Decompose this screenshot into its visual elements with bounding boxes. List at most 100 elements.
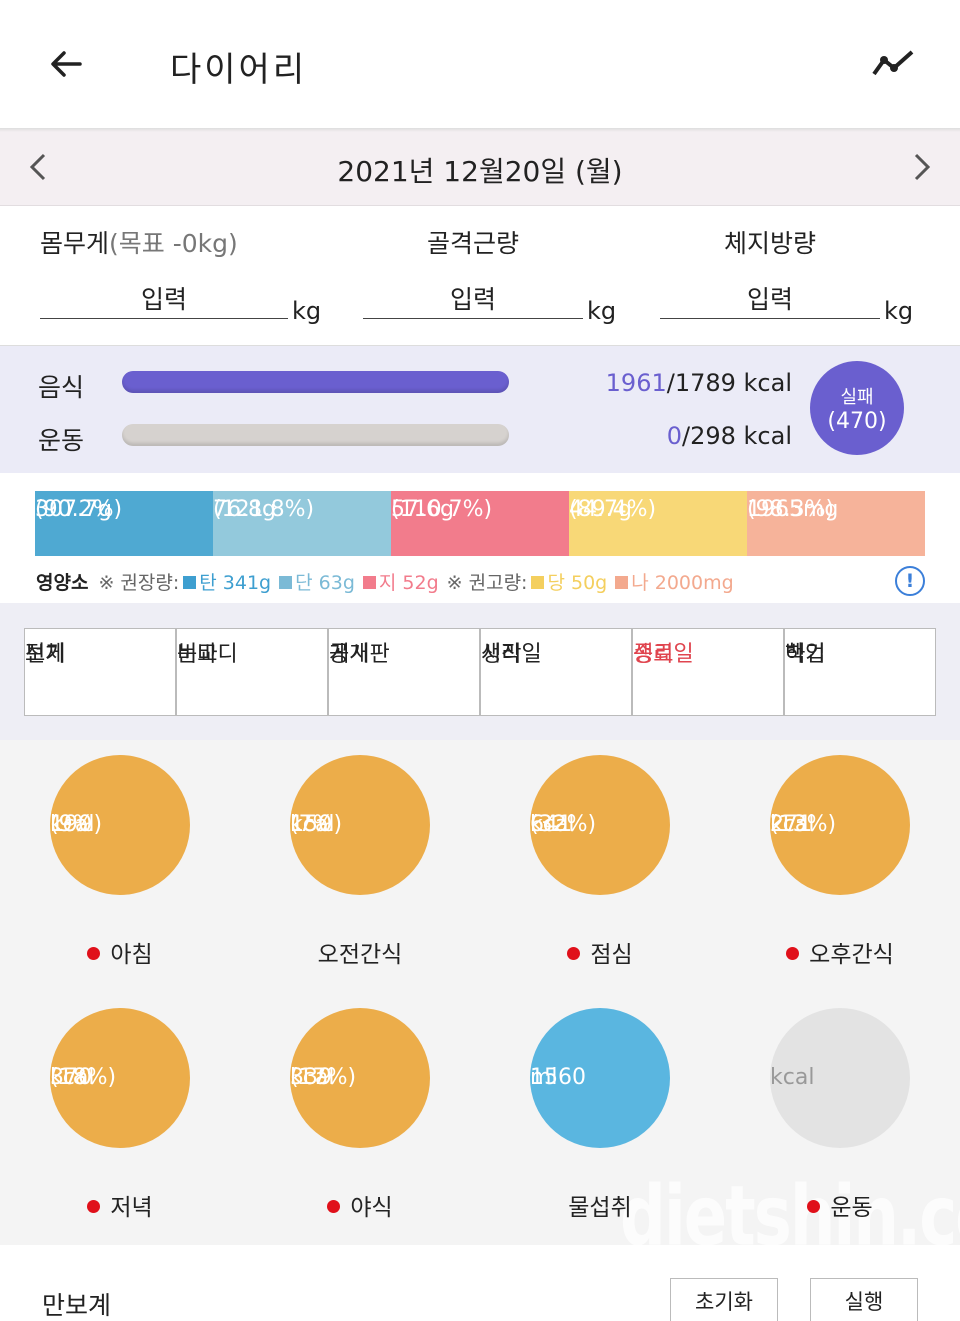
nutrient-box: 1965mg (98.3%) bbox=[747, 491, 925, 556]
meal-name: 오후간식 bbox=[809, 942, 894, 968]
nutrient-percent: (98.3%) bbox=[747, 497, 835, 522]
legend-item: 나 2000mg bbox=[615, 572, 734, 594]
back-button[interactable] bbox=[48, 48, 84, 80]
action-line: 보기 bbox=[25, 642, 66, 667]
meal-share: (7%) bbox=[290, 812, 343, 837]
legend-text: 탄 341g bbox=[199, 572, 272, 594]
action-line: 눈바디 bbox=[177, 642, 238, 667]
metric-input[interactable]: 입력 bbox=[363, 280, 583, 319]
date-bar bbox=[0, 132, 960, 206]
pedometer-button[interactable]: 실행 bbox=[810, 1278, 918, 1321]
nutrient-box: 307.7g (90.2%) bbox=[35, 491, 213, 556]
legend-swatch bbox=[183, 576, 197, 589]
action-line: 종료일 bbox=[633, 642, 694, 667]
meal-label: 저녁 bbox=[0, 1188, 240, 1222]
meal-unit: ml bbox=[530, 1065, 558, 1090]
meal-unit: kcal bbox=[50, 812, 95, 837]
calorie-target: /298 kcal bbox=[682, 422, 792, 450]
status-badge[interactable]: 실패 (470) bbox=[810, 361, 904, 455]
action-line: 전체 bbox=[25, 642, 66, 667]
meal-unit: kcal bbox=[770, 812, 815, 837]
meal-label: 오전간식 bbox=[240, 935, 480, 969]
trend-button[interactable] bbox=[870, 48, 916, 80]
meal-share: (32%) bbox=[530, 812, 597, 837]
calorie-consumed: 1961 bbox=[605, 369, 667, 397]
meal-circle[interactable]: 641 kcal (32%) bbox=[530, 755, 670, 895]
action-button[interactable]: 게시판 공개 bbox=[328, 628, 480, 716]
meal-circle[interactable]: 370 kcal (18%) bbox=[50, 1008, 190, 1148]
meal-name: 오전간식 bbox=[317, 942, 403, 968]
meal-name: 야식 bbox=[350, 1195, 393, 1221]
meal-name: 물섭취 bbox=[568, 1195, 632, 1221]
action-line: 공개 bbox=[329, 642, 370, 667]
legend-text: 당 50g bbox=[547, 572, 608, 594]
meal-circle[interactable]: 271 kcal (13%) bbox=[770, 755, 910, 895]
metric-name: 골격근량 bbox=[426, 229, 519, 258]
date-label: 2021년 12월20일 (월) bbox=[337, 155, 623, 188]
action-line: 게시판 bbox=[329, 642, 390, 667]
record-dot bbox=[327, 1200, 341, 1213]
meal-circle[interactable]: 1560 ml bbox=[530, 1008, 670, 1148]
legend-swatch bbox=[279, 576, 293, 589]
calorie-bar bbox=[122, 424, 509, 446]
calorie-text: 1961/1789 kcal bbox=[520, 369, 792, 397]
calorie-target: /1789 kcal bbox=[666, 369, 792, 397]
nutrient-box: 76.8g (121.8%) bbox=[213, 491, 391, 556]
meal-circle[interactable]: 339 kcal (17%) bbox=[290, 1008, 430, 1148]
calorie-label: 음식 bbox=[38, 373, 85, 402]
meal-circle[interactable]: 190 kcal (9%) bbox=[50, 755, 190, 895]
legend-text: 나 2000mg bbox=[631, 572, 734, 594]
meal-share: (18%) bbox=[50, 1065, 117, 1090]
meal-name: 저녁 bbox=[110, 1195, 153, 1221]
metric-unit: kg bbox=[587, 297, 617, 325]
legend-item: 단 63g bbox=[279, 572, 355, 594]
record-dot bbox=[786, 947, 800, 960]
next-date[interactable] bbox=[910, 152, 934, 182]
action-button[interactable]: 눈바디 비교 bbox=[176, 628, 328, 716]
pedometer-button[interactable]: 초기화 bbox=[670, 1278, 778, 1321]
nutrient-legend: 영양소 ※ 권장량: 탄 341g 단 63g 지 52g ※ 권고량: 당 50g 나 20… bbox=[36, 568, 742, 595]
nutrient-box: 44.7g (89.4%) bbox=[569, 491, 747, 556]
meal-name: 점심 bbox=[590, 942, 633, 968]
action-button[interactable]: 생리 시작일 bbox=[480, 628, 632, 716]
meal-label: 물섭취 bbox=[480, 1188, 720, 1222]
meal-unit: kcal bbox=[50, 1065, 95, 1090]
action-line: 백업 bbox=[785, 642, 826, 667]
action-line: 생리 bbox=[633, 642, 674, 667]
meal-value: 190 bbox=[50, 812, 92, 837]
legend-item: 지 52g bbox=[362, 572, 439, 594]
action-button[interactable]: 생리 종료일 bbox=[632, 628, 784, 716]
metric-input[interactable]: 입력 bbox=[660, 280, 880, 319]
metric-goal: (목표 -0kg) bbox=[109, 229, 238, 258]
legend-label: ※ 권장량: bbox=[98, 572, 180, 594]
meal-circle[interactable]: 150 kcal (7%) bbox=[290, 755, 430, 895]
action-line: 비교 bbox=[177, 642, 218, 667]
meal-label: 점심 bbox=[480, 935, 720, 969]
action-button[interactable]: 백업 하기 bbox=[784, 628, 936, 716]
calorie-bar bbox=[122, 371, 509, 393]
legend-swatch bbox=[531, 576, 545, 589]
nutrient-box: 57.6g (110.7%) bbox=[391, 491, 569, 556]
metric-label: 체지방량 bbox=[660, 224, 880, 260]
nutrient-percent: (90.2%) bbox=[35, 497, 123, 522]
legend-swatch bbox=[362, 576, 376, 589]
meal-share: (9%) bbox=[50, 812, 103, 837]
metric-label: 골격근량 bbox=[363, 224, 583, 260]
nutrient-amount: 307.7g bbox=[35, 497, 112, 522]
meal-share: (13%) bbox=[770, 812, 837, 837]
status-value: (470) bbox=[827, 408, 887, 434]
action-line: 하기 bbox=[785, 642, 826, 667]
action-button[interactable]: 전체 보기 bbox=[24, 628, 176, 716]
meal-name: 아침 bbox=[110, 942, 153, 968]
metric-unit: kg bbox=[884, 297, 914, 325]
prev-date[interactable] bbox=[26, 152, 50, 182]
meal-circle[interactable]: kcal bbox=[770, 1008, 910, 1148]
meal-unit: kcal bbox=[530, 812, 575, 837]
app-bar bbox=[0, 0, 960, 130]
info-button[interactable]: ! bbox=[895, 566, 925, 596]
legend-title: 영양소 bbox=[36, 572, 89, 594]
metric-input[interactable]: 입력 bbox=[40, 280, 288, 319]
record-dot bbox=[567, 947, 581, 960]
meal-unit: kcal bbox=[770, 1065, 815, 1090]
